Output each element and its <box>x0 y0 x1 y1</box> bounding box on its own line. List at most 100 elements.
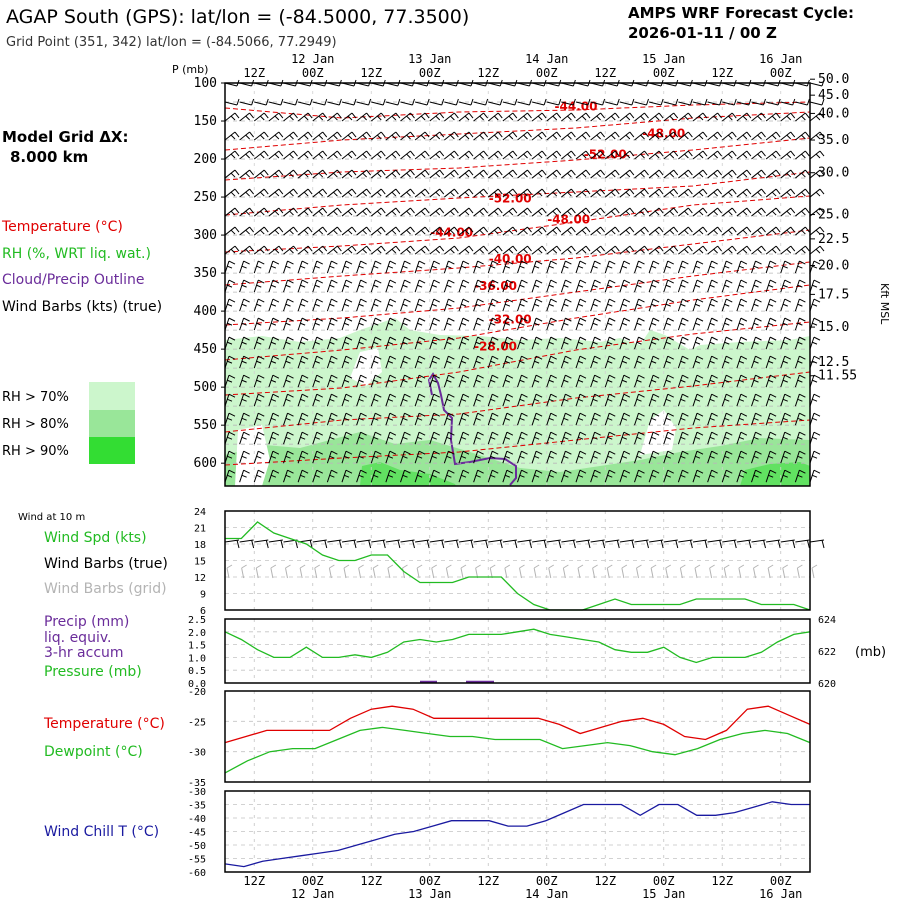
wind-barb <box>385 131 401 141</box>
wind-barb <box>239 131 255 141</box>
wind-barb <box>517 226 532 236</box>
wind-barb <box>707 412 718 426</box>
wind-barb <box>707 112 723 122</box>
wind-barb <box>458 188 474 198</box>
wind-barb <box>473 336 484 350</box>
time-tick-label: 00Z <box>653 874 675 888</box>
wind-barb <box>268 260 280 274</box>
wind-barb <box>224 169 240 179</box>
wind-barb <box>502 188 518 198</box>
wind-barb <box>765 336 777 350</box>
wind-barb <box>356 279 367 293</box>
wind-barb <box>253 279 265 293</box>
wind-barb <box>794 298 806 312</box>
wind-barb <box>692 260 704 274</box>
wind-barb <box>692 131 708 141</box>
wind-barb <box>487 207 503 217</box>
wind-barb <box>429 355 440 369</box>
wind-barb <box>707 431 718 445</box>
wind-barb <box>546 112 562 122</box>
wind-barb <box>443 317 455 331</box>
liq-equiv-legend: liq. equiv. <box>44 630 111 646</box>
wind-barb <box>590 317 601 331</box>
wind-barb-grid <box>387 564 394 579</box>
panel-tick-label: -30 <box>188 787 206 798</box>
wind-barb <box>648 412 660 426</box>
wind-barb-grid <box>665 564 672 579</box>
wind-barb-true <box>473 539 489 549</box>
wind-barb <box>751 336 762 350</box>
wind-barb <box>736 112 752 122</box>
wind-barb <box>385 226 401 236</box>
wind-barb <box>414 207 430 217</box>
wind-barb <box>517 150 532 160</box>
wind-barb <box>458 150 474 160</box>
panel-tick-label: 6 <box>200 606 206 617</box>
wind-barb <box>531 317 543 331</box>
wind-barb <box>692 336 704 350</box>
wind-barb <box>604 169 620 179</box>
wind-barb <box>297 150 313 160</box>
kft-tick-label: 25.0 <box>818 208 849 223</box>
wind-barb <box>429 207 445 217</box>
wind-barb <box>531 188 547 198</box>
time-tick-label: 12Z <box>477 66 499 80</box>
wind-barb <box>341 374 353 388</box>
wind-barb <box>458 298 470 312</box>
wind-barb <box>239 169 255 179</box>
wind-barb <box>677 412 689 426</box>
kft-tick-label: 15.0 <box>818 320 849 335</box>
pressure-tick-label: 620 <box>818 679 836 690</box>
wind-barb <box>809 79 825 87</box>
wind-barb <box>429 98 445 106</box>
wind-barb <box>327 169 342 179</box>
wind-barb <box>385 245 401 255</box>
wind-barb <box>400 374 411 388</box>
rh80-label: RH > 80% <box>2 417 69 432</box>
wind-barb <box>590 260 601 274</box>
wind-barb <box>370 279 382 293</box>
wind-barb <box>751 412 762 426</box>
wind-barb <box>780 374 791 388</box>
wind-barb <box>707 393 718 407</box>
wind-barb <box>341 298 353 312</box>
wind-barb-true <box>488 539 503 549</box>
wind-barb <box>312 245 328 255</box>
wind-barb <box>794 374 806 388</box>
wind-barb-grid <box>606 564 613 579</box>
wind-barb <box>370 226 386 236</box>
wind-barb <box>663 298 674 312</box>
wind-barb <box>517 131 532 141</box>
panel-tick-label: 2.5 <box>188 615 206 626</box>
wind-barb <box>224 298 236 312</box>
day-label: 15 Jan <box>642 52 685 66</box>
wind-barb <box>663 450 674 464</box>
pressure-tick-label: 100 <box>194 76 217 91</box>
wind-barb <box>224 188 240 198</box>
wind-barb <box>458 374 470 388</box>
wind-barb <box>619 298 631 312</box>
wind-barb <box>560 431 572 445</box>
wind-barb <box>297 317 309 331</box>
wind-barb <box>721 355 733 369</box>
wind-barb <box>560 393 572 407</box>
grid-point-label: Grid Point (351, 342) lat/lon = (-84.506… <box>6 35 337 50</box>
wind-barb-grid <box>679 564 686 579</box>
wind-barb <box>678 150 693 160</box>
wind-barb <box>327 226 342 236</box>
temperature-contour-label: -52.00 <box>584 147 627 161</box>
wind-barb <box>473 169 489 179</box>
dewpoint-legend: Dewpoint (°C) <box>44 744 143 760</box>
wind-barb <box>648 260 660 274</box>
wind-barb <box>634 112 649 122</box>
wind-barb <box>458 169 474 179</box>
isotherm-line <box>224 419 811 466</box>
isotherm-line <box>224 137 811 181</box>
wind-barb <box>721 245 737 255</box>
wind-barb <box>312 279 323 293</box>
wind-barb <box>297 393 309 407</box>
wind-barb <box>663 207 679 217</box>
wind-barb-true <box>400 539 415 549</box>
wind-barb <box>575 131 591 141</box>
isotherm-line <box>224 195 811 253</box>
